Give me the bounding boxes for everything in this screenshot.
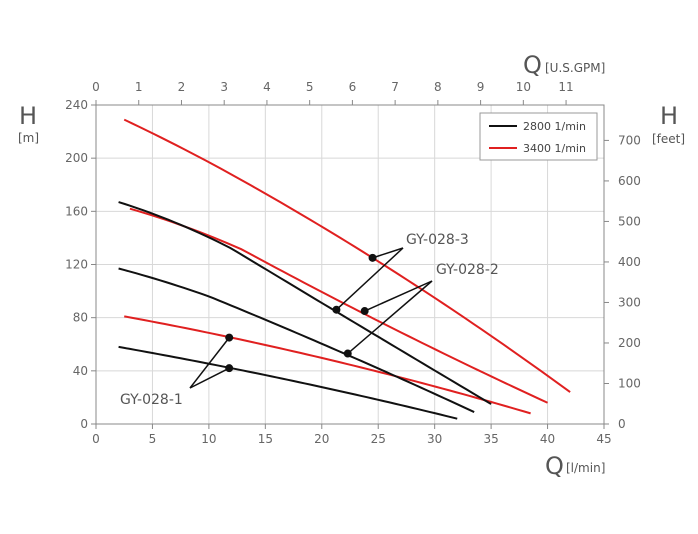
x-top-tick-label: 8 <box>434 80 442 94</box>
curve-gy-028-2-2800 <box>118 267 475 413</box>
x-axis-top-ticks: 0 1 2 3 4 5 6 7 8 9 10 11 <box>92 80 574 105</box>
curve-gy-028-1-2800 <box>118 345 458 420</box>
y-right-tick-label: 400 <box>618 255 641 269</box>
x-top-unit: [U.S.GPM] <box>545 61 605 75</box>
leader-line-gy-028-1 <box>189 337 230 389</box>
y-right-unit: [feet] <box>652 132 685 146</box>
y-right-tick-label: 100 <box>618 376 641 390</box>
x-bottom-tick-label: 25 <box>371 432 386 446</box>
leader-line-gy-028-3 <box>335 247 404 311</box>
label-gy-028-1: GY-028-1 <box>120 392 183 408</box>
marker-dot-gy-028-2 <box>343 349 352 358</box>
y-axis-left-ticks: 0 40 80 120 160 200 240 <box>65 98 96 431</box>
y-left-tick-label: 40 <box>73 364 88 378</box>
marker-dot-gy-028-2 <box>360 307 369 316</box>
x-bottom-tick-label: 30 <box>427 432 442 446</box>
y-left-tick-label: 240 <box>65 98 88 112</box>
y-right-tick-label: 0 <box>618 417 626 431</box>
x-top-tick-label: 6 <box>349 80 357 94</box>
x-top-tick-label: 4 <box>263 80 271 94</box>
x-bottom-tick-label: 5 <box>149 432 157 446</box>
leader-line-gy-028-2 <box>364 280 433 312</box>
x-bottom-tick-label: 10 <box>201 432 216 446</box>
y-right-symbol: H <box>660 102 678 130</box>
x-top-tick-label: 10 <box>516 80 531 94</box>
x-axis-bottom-ticks: 0 5 10 15 20 25 30 35 40 45 <box>92 424 612 446</box>
legend: 2800 1/min 3400 1/min <box>479 112 598 161</box>
x-top-tick-label: 9 <box>477 80 485 94</box>
x-bottom-tick-label: 20 <box>314 432 329 446</box>
label-gy-028-3: GY-028-3 <box>406 232 469 248</box>
x-top-symbol: Q <box>523 51 542 79</box>
y-right-tick-label: 700 <box>618 133 641 147</box>
x-bottom-tick-label: 40 <box>540 432 555 446</box>
marker-dot-gy-028-1 <box>225 333 234 342</box>
x-bottom-symbol: Q <box>545 452 564 480</box>
y-right-tick-label: 200 <box>618 336 641 350</box>
y-right-tick-label: 300 <box>618 295 641 309</box>
y-left-tick-label: 160 <box>65 204 88 218</box>
y-left-unit: [m] <box>18 131 39 145</box>
model-annotations: GY-028-1 GY-028-2 GY-028-3 <box>120 232 499 408</box>
marker-dot-gy-028-1 <box>225 364 234 373</box>
x-bottom-tick-label: 15 <box>258 432 273 446</box>
y-right-tick-label: 500 <box>618 214 641 228</box>
y-left-tick-label: 120 <box>65 258 88 272</box>
y-axis-right-ticks: 0 100 200 300 400 500 600 700 <box>604 133 641 431</box>
legend-label-3400: 3400 1/min <box>523 142 586 155</box>
label-gy-028-2: GY-028-2 <box>436 262 499 278</box>
x-bottom-tick-label: 35 <box>483 432 498 446</box>
marker-dot-gy-028-3 <box>332 305 341 314</box>
x-bottom-tick-label: 45 <box>596 432 611 446</box>
y-right-tick-label: 600 <box>618 174 641 188</box>
leader-line-gy-028-3 <box>372 247 404 259</box>
legend-label-2800: 2800 1/min <box>523 120 586 133</box>
x-top-tick-label: 0 <box>92 80 100 94</box>
curve-gy-028-2-3400 <box>129 207 548 404</box>
x-top-tick-label: 3 <box>220 80 228 94</box>
leader-line-gy-028-1 <box>189 367 230 389</box>
x-bottom-tick-label: 0 <box>92 432 100 446</box>
x-top-tick-label: 2 <box>178 80 186 94</box>
leader-line-gy-028-2 <box>347 280 433 355</box>
marker-dot-gy-028-3 <box>368 253 377 262</box>
y-left-symbol: H <box>19 102 37 130</box>
x-top-tick-label: 1 <box>135 80 143 94</box>
curve-gy-028-1-3400 <box>124 315 531 415</box>
curves <box>118 118 571 420</box>
curve-gy-028-3-3400 <box>123 118 571 393</box>
curve-gy-028-3-2800 <box>118 201 492 405</box>
y-left-tick-label: 0 <box>80 417 88 431</box>
y-left-tick-label: 200 <box>65 151 88 165</box>
x-top-tick-label: 5 <box>306 80 314 94</box>
x-top-tick-label: 11 <box>558 80 573 94</box>
y-left-tick-label: 80 <box>73 311 88 325</box>
legend-box <box>479 112 598 161</box>
x-top-tick-label: 7 <box>391 80 399 94</box>
x-bottom-unit: [l/min] <box>566 461 605 475</box>
